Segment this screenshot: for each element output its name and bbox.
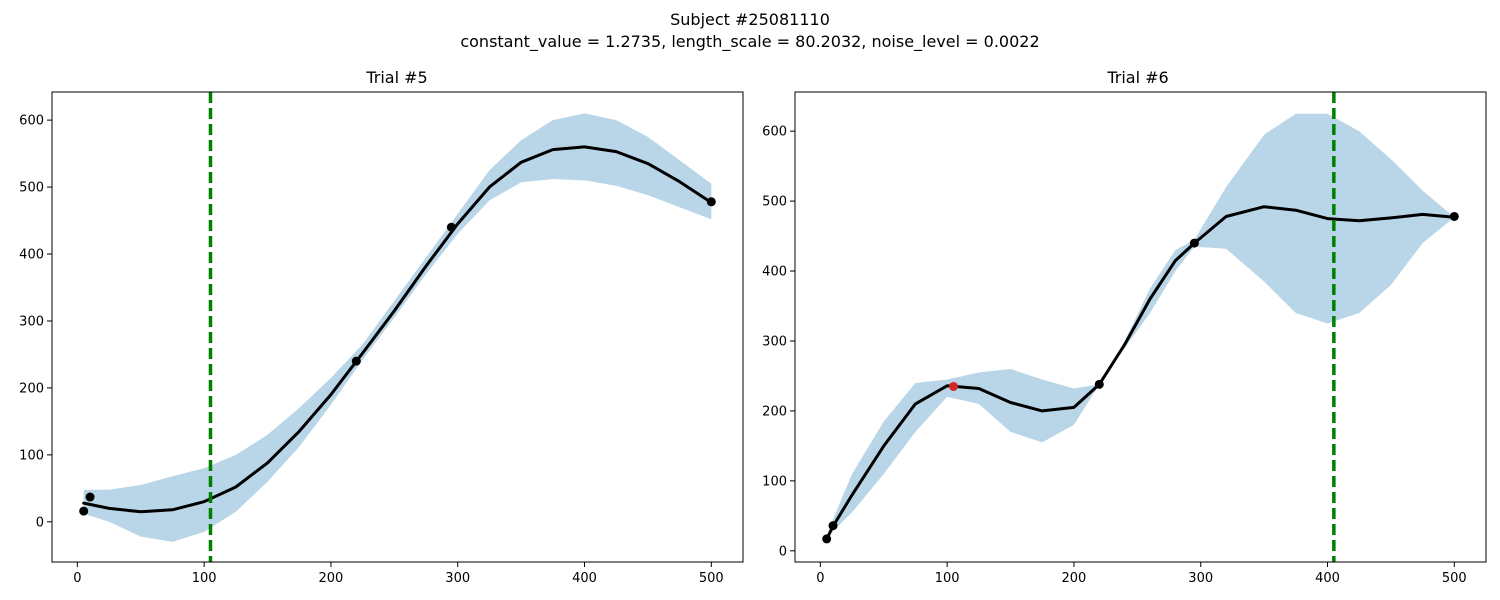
trial-6-title: Trial #6	[1106, 68, 1168, 87]
trial-5-data-point-3	[446, 222, 456, 232]
trial-5-xtick-label-500: 500	[699, 571, 724, 586]
trial-6-xtick-label-100: 100	[935, 571, 960, 586]
trial-5-xtick-label-300: 300	[445, 571, 470, 586]
trial-5-confidence-band	[83, 113, 712, 542]
trial-5-mean-line	[82, 145, 713, 514]
trial-5-plot-area	[82, 92, 713, 562]
trial-6-data-point-3	[1094, 379, 1104, 389]
trial-6-xtick-label-400: 400	[1315, 571, 1340, 586]
trial-6-ytick-label-200: 200	[762, 404, 787, 419]
trial-6-xtick-label-200: 200	[1062, 571, 1087, 586]
trial-5-data-point-0	[79, 506, 89, 516]
trial-5-data-point-4	[706, 197, 716, 207]
trial-5-ytick-label-300: 300	[19, 314, 44, 329]
trial-5-data-point-2	[351, 356, 361, 366]
figure-subtitle: constant_value = 1.2735, length_scale = …	[460, 32, 1039, 52]
trial-6-panel: Trial #6 0 100 200 300 400 500 0 100 200 300 400 50…	[762, 68, 1487, 586]
trial-6-xtick-label-0: 0	[816, 571, 824, 586]
trial-5-xtick-label-400: 400	[572, 571, 597, 586]
trial-6-ytick-label-500: 500	[762, 195, 787, 210]
trial-6-data-point-2	[948, 381, 958, 391]
figure-title: Subject #25081110	[670, 10, 830, 29]
trial-5-xtick-label-200: 200	[319, 571, 344, 586]
trial-6-data-point-1	[828, 521, 838, 531]
trial-6-xtick-label-500: 500	[1442, 571, 1467, 586]
trial-6-data-point-4	[1189, 238, 1199, 248]
trial-6-ytick-label-600: 600	[762, 125, 787, 140]
trial-6-data-point-0	[822, 534, 832, 544]
trial-6-confidence-band	[826, 113, 1455, 539]
trial-5-xtick-label-100: 100	[192, 571, 217, 586]
trial-6-data-point-5	[1449, 211, 1459, 221]
trial-5-title: Trial #5	[365, 68, 427, 87]
trial-6-axes-frame	[794, 91, 1487, 563]
trial-5-data-point-1	[85, 492, 95, 502]
trial-5-panel: Trial #5 0 100 200 300 400 500 0 100 200 300 400 50…	[19, 68, 744, 586]
trial-5-ytick-label-600: 600	[19, 114, 44, 129]
trial-6-ytick-label-100: 100	[762, 474, 787, 489]
trial-6-xtick-label-300: 300	[1188, 571, 1213, 586]
trial-6-mean-line	[825, 205, 1456, 541]
trial-5-axes-frame	[51, 91, 744, 563]
trial-5-ytick-label-200: 200	[19, 381, 44, 396]
trial-5-xtick-label-0: 0	[73, 571, 81, 586]
trial-5-ytick-label-0: 0	[36, 515, 44, 530]
trial-6-plot-area	[825, 92, 1456, 562]
trial-6-ytick-label-300: 300	[762, 334, 787, 349]
trial-6-ytick-label-400: 400	[762, 265, 787, 280]
trial-6-ytick-label-0: 0	[779, 544, 787, 559]
trial-5-ytick-label-500: 500	[19, 181, 44, 196]
trial-5-ytick-label-100: 100	[19, 448, 44, 463]
trial-5-ytick-label-400: 400	[19, 248, 44, 263]
